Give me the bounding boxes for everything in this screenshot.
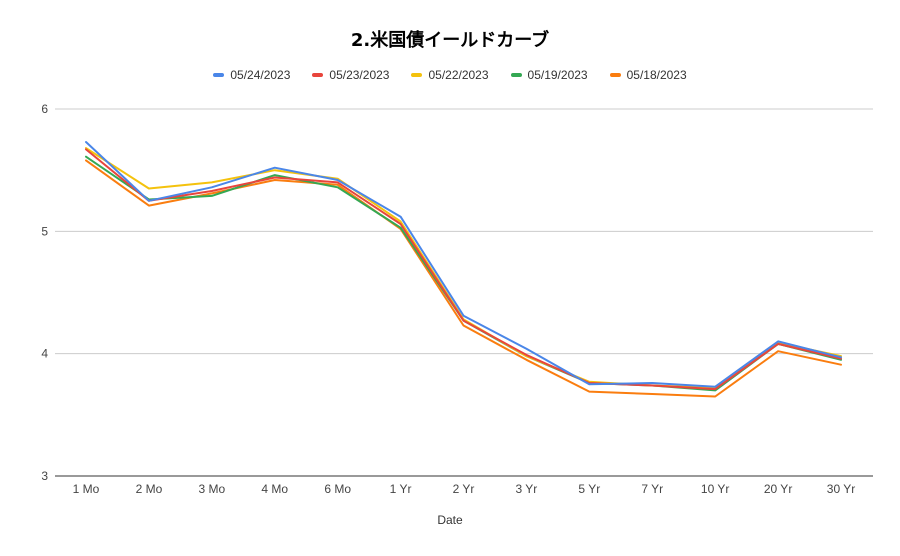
- legend-label: 05/19/2023: [527, 68, 588, 82]
- x-tick-label: 20 Yr: [764, 482, 792, 496]
- legend-swatch: [312, 73, 324, 77]
- legend: 05/24/2023 05/23/2023 05/22/2023 05/19/2023…: [0, 68, 900, 82]
- x-tick-label: 7 Yr: [641, 482, 663, 496]
- y-tick-label: 3: [41, 469, 48, 483]
- x-tick-label: 1 Mo: [73, 482, 100, 496]
- x-tick-label: 5 Yr: [578, 482, 600, 496]
- x-axis-title: Date: [437, 513, 463, 527]
- x-tick-label: 6 Mo: [324, 482, 351, 496]
- legend-label: 05/18/2023: [626, 68, 687, 82]
- x-tick-label: 4 Mo: [261, 482, 288, 496]
- legend-item: 05/18/2023: [609, 68, 687, 82]
- chart-title: 2.米国債イールドカーブ: [350, 30, 550, 51]
- legend-item: 05/23/2023: [312, 68, 389, 82]
- x-tick-label: 1 Yr: [390, 482, 412, 496]
- y-tick-label: 5: [41, 224, 48, 238]
- legend-item: 05/19/2023: [510, 68, 588, 82]
- x-tick-label: 3 Mo: [198, 482, 225, 496]
- legend-label: 05/23/2023: [329, 68, 390, 82]
- y-tick-label: 6: [41, 102, 48, 116]
- legend-swatch: [213, 73, 225, 77]
- x-tick-label: 10 Yr: [701, 482, 729, 496]
- y-tick-label: 4: [41, 347, 48, 361]
- series-line: [85, 148, 842, 391]
- legend-swatch: [510, 73, 522, 77]
- legend-label: 05/22/2023: [428, 68, 489, 82]
- legend-item: 05/24/2023: [213, 68, 290, 82]
- legend-swatch: [609, 73, 621, 77]
- series-line: [85, 147, 842, 389]
- legend-item: 05/22/2023: [411, 68, 489, 82]
- x-tick-label: 30 Yr: [827, 482, 855, 496]
- series-line: [85, 159, 842, 398]
- legend-label: 05/24/2023: [230, 68, 291, 82]
- x-tick-label: 3 Yr: [516, 482, 538, 496]
- legend-swatch: [411, 73, 423, 77]
- series-line: [85, 155, 842, 392]
- series-line: [85, 141, 842, 388]
- x-tick-label: 2 Mo: [136, 482, 163, 496]
- x-tick-label: 2 Yr: [453, 482, 475, 496]
